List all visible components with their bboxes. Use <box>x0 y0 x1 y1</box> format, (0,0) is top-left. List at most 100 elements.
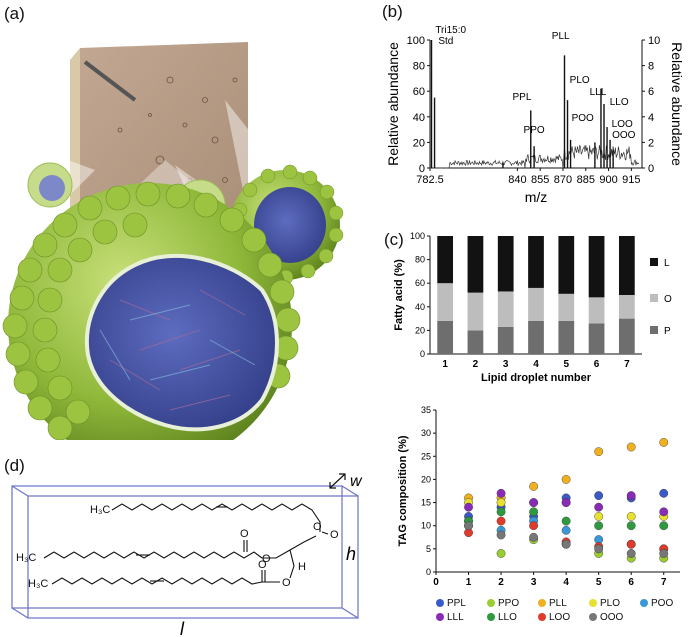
bar-L-7 <box>618 236 635 295</box>
bar-y-tick: 40 <box>415 302 425 312</box>
bar-legend-swatch-L <box>650 258 658 266</box>
spec-y-tick-left: 80 <box>413 61 425 73</box>
tag-molecule-structure: H₃C H₃C H₃C O O O O O O H w h l <box>11 473 363 637</box>
scatter-point-PLL <box>594 447 604 457</box>
scatter-point-LLL <box>659 507 669 517</box>
legend-item-LOO: LOO <box>538 612 570 623</box>
spec-y-tick-right: 2 <box>648 137 654 149</box>
legend-dot-PLO <box>589 599 597 607</box>
scatter-point-LOO <box>529 521 539 531</box>
legend-item-LLL: LLL <box>436 612 464 623</box>
spec-y-tick-left: 60 <box>413 86 425 98</box>
dim-l: l <box>180 619 185 637</box>
scatter-x-tick: 6 <box>628 577 634 588</box>
legend-item-POO: POO <box>640 598 673 609</box>
spec-peak-label: Tri15:0 <box>435 25 466 36</box>
bar-P-4 <box>528 320 544 354</box>
width-arrow <box>329 473 346 489</box>
mass-spectrum-chart: 0 20 40 60 80 100 0 2 4 6 8 10 782.5 840 855 870 885 900 9… <box>385 25 685 205</box>
droplet-core <box>84 253 279 432</box>
scatter-y-tick: 15 <box>421 498 431 508</box>
atom-O-6: O <box>282 577 291 589</box>
scatter-point-OOO <box>496 530 506 540</box>
legend-label-PLL: PLL <box>549 598 567 609</box>
scatter-point-LOO <box>626 539 636 549</box>
dim-w: w <box>350 473 363 490</box>
bar-L-3 <box>497 236 514 292</box>
spec-peak-label: LOO <box>612 119 633 130</box>
legend-label-LLL: LLL <box>447 612 464 623</box>
legend-dot-LOO <box>538 613 546 621</box>
bar-x-tick: 5 <box>564 359 570 370</box>
legend-dot-PPL <box>436 599 444 607</box>
bar-L-4 <box>528 236 544 288</box>
legend-dot-LLL <box>436 613 444 621</box>
bar-P-6 <box>588 323 605 354</box>
bar-O-3 <box>497 291 514 327</box>
bar-legend-label-P: P <box>664 326 671 337</box>
bar-y-label: Fatty acid (%) <box>393 259 405 331</box>
scatter-point-LLO <box>529 507 539 517</box>
scatter-point-PLL <box>529 481 539 491</box>
bar-O-2 <box>467 292 484 331</box>
legend-label-OOO: OOO <box>600 612 624 623</box>
scatter-x-tick: 5 <box>596 577 602 588</box>
legend-label-LOO: LOO <box>549 612 571 623</box>
scatter-x-label: Lipid droplet number <box>503 589 614 590</box>
scatter-x-tick: 7 <box>661 577 667 588</box>
spec-y-tick-right: 4 <box>648 112 654 124</box>
scatter-point-PPO <box>496 549 506 558</box>
legend-dot-PLL <box>538 599 546 607</box>
bar-P-1 <box>437 320 454 354</box>
scatter-point-PLO <box>594 512 604 521</box>
scatter-y-tick: 25 <box>421 451 431 461</box>
spec-y-label-left: Relative abundance <box>385 42 401 166</box>
scatter-point-OOO <box>659 549 669 558</box>
bar-legend-swatch-O <box>650 294 658 302</box>
spec-peak-label: PLO <box>570 75 590 86</box>
scatter-point-LLL <box>594 502 604 512</box>
spec-x-tick: 870 <box>554 174 572 186</box>
spec-x-tick: 885 <box>577 174 595 186</box>
bar-L-6 <box>588 236 605 298</box>
tag-composition-scatter: 0 5 10 15 20 25 30 35 0 1 2 3 4 5 6 7 Lipid droplet numb… <box>397 405 680 590</box>
bar-x-tick: 2 <box>473 359 479 370</box>
scatter-point-LLO <box>496 507 506 517</box>
spec-y-tick-left: 40 <box>413 112 425 124</box>
spec-x-tick: 900 <box>599 174 617 186</box>
spec-peak-label: Std <box>438 36 453 47</box>
chain-end-3: H₃C <box>28 578 48 590</box>
scatter-y-tick: 35 <box>421 405 431 415</box>
scatter-point-PLL <box>659 438 669 447</box>
bar-y-tick: 80 <box>415 255 425 265</box>
spec-y-tick-right: 10 <box>648 35 660 47</box>
scatter-y-tick: 20 <box>421 474 431 484</box>
scatter-point-LLL <box>626 491 636 501</box>
legend-label-PLO: PLO <box>600 598 621 609</box>
scatter-point-OOO <box>561 539 571 549</box>
bar-L-2 <box>467 236 484 293</box>
bar-y-tick: 100 <box>410 231 425 241</box>
bar-L-5 <box>558 236 575 294</box>
droplet-large <box>2 181 301 440</box>
scatter-point-PPL <box>659 488 669 498</box>
spec-y-tick-left: 20 <box>413 137 425 149</box>
spec-y-tick-right: 8 <box>648 61 654 73</box>
panel-label-a: (a) <box>4 4 25 23</box>
scatter-point-OOO <box>626 549 636 558</box>
scatter-point-LLO <box>594 521 604 531</box>
panel-label-d: (d) <box>4 456 25 475</box>
micrograph-edge <box>70 48 80 254</box>
scatter-point-LLO <box>561 516 571 526</box>
spec-peak-label: PPL <box>512 92 531 103</box>
scatter-point-LLL <box>464 502 473 512</box>
legend-dot-POO <box>640 599 648 607</box>
bar-y-tick: 60 <box>415 278 425 288</box>
bar-x-label: Lipid droplet number <box>481 372 592 384</box>
legend-dot-LLO <box>487 613 495 621</box>
legend-item-PPO: PPO <box>487 598 519 609</box>
scatter-point-LLO <box>626 521 636 531</box>
scatter-point-LOO <box>496 516 506 526</box>
spec-y-tick-right: 0 <box>648 163 654 175</box>
bar-P-2 <box>467 330 484 354</box>
